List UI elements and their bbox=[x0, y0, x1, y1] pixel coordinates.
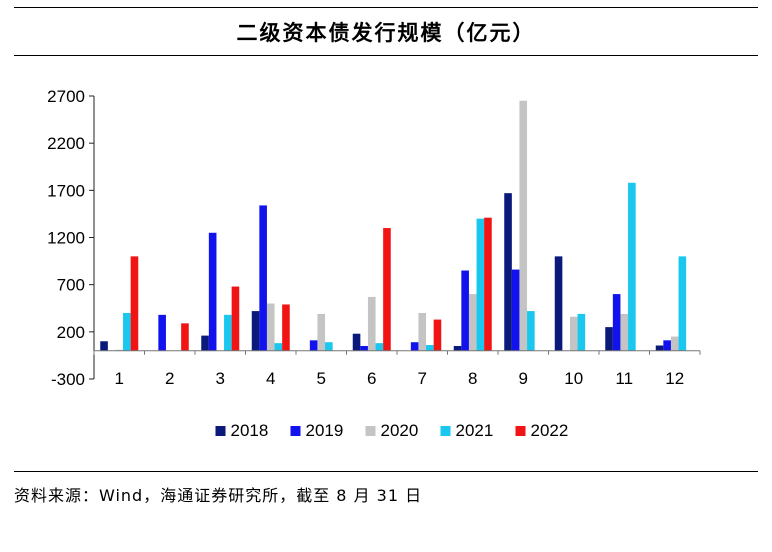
bar-2018-12 bbox=[655, 345, 664, 351]
y-tick-label: -300 bbox=[51, 370, 85, 389]
chart-title: 二级资本债发行规模（亿元） bbox=[236, 20, 536, 45]
legend-label-2021: 2021 bbox=[456, 421, 494, 440]
bar-2022-4 bbox=[282, 304, 290, 351]
chart-title-bar: 二级资本债发行规模（亿元） bbox=[14, 7, 758, 56]
source-note: 资料来源：Wind，海通证券研究所，截至 8 月 31 日 bbox=[14, 486, 423, 505]
bar-2021-8 bbox=[476, 218, 485, 351]
y-tick-label: 2200 bbox=[47, 134, 85, 153]
x-tick-label: 4 bbox=[266, 369, 275, 388]
bar-2021-10 bbox=[577, 313, 586, 351]
bar-2021-4 bbox=[274, 343, 283, 351]
legend-label-2019: 2019 bbox=[306, 421, 344, 440]
x-tick-label: 9 bbox=[519, 369, 528, 388]
bar-2022-3 bbox=[231, 286, 240, 351]
legend-label-2022: 2022 bbox=[531, 421, 569, 440]
bar-2022-1 bbox=[130, 256, 139, 351]
bar-2018-11 bbox=[605, 327, 613, 351]
bar-2021-5 bbox=[325, 342, 333, 351]
x-tick-label: 12 bbox=[665, 369, 684, 388]
bar-2018-3 bbox=[201, 335, 209, 351]
legend-swatch-2018 bbox=[215, 426, 226, 436]
bar-2019-12 bbox=[663, 340, 671, 351]
bar-2021-12 bbox=[678, 256, 687, 351]
x-tick-label: 8 bbox=[468, 369, 477, 388]
bar-2022-2 bbox=[181, 323, 189, 351]
legend-swatch-2022 bbox=[515, 426, 526, 436]
bar-2020-8 bbox=[468, 294, 477, 351]
bar-2019-6 bbox=[360, 345, 368, 351]
bar-2018-10 bbox=[554, 256, 563, 351]
bar-2019-4 bbox=[259, 205, 267, 351]
bar-2019-7 bbox=[410, 342, 419, 351]
bar-2019-3 bbox=[208, 232, 217, 351]
bar-2022-7 bbox=[433, 319, 442, 351]
legend-swatch-2020 bbox=[365, 426, 376, 436]
bar-2021-9 bbox=[527, 311, 535, 351]
legend-swatch-2021 bbox=[440, 426, 451, 436]
bar-2018-8 bbox=[453, 345, 462, 351]
x-tick-label: 10 bbox=[564, 369, 583, 388]
bar-2021-7 bbox=[426, 345, 434, 351]
bar-2020-11 bbox=[620, 313, 629, 351]
bar-2019-5 bbox=[309, 340, 318, 351]
bar-2019-8 bbox=[461, 270, 469, 351]
bar-2021-3 bbox=[224, 314, 232, 351]
y-tick-label: 700 bbox=[57, 276, 85, 295]
bar-2019-9 bbox=[511, 269, 520, 351]
bar-2020-5 bbox=[317, 313, 326, 351]
bar-2018-4 bbox=[251, 311, 260, 351]
bar-2020-10 bbox=[569, 316, 578, 351]
bar-2019-11 bbox=[612, 294, 621, 351]
y-tick-label: 200 bbox=[57, 323, 85, 342]
legend-label-2020: 2020 bbox=[381, 421, 419, 440]
bar-2018-1 bbox=[100, 341, 108, 351]
x-tick-label: 5 bbox=[317, 369, 326, 388]
bar-2018-9 bbox=[504, 193, 512, 351]
bar-2021-1 bbox=[123, 312, 131, 351]
bar-2020-9 bbox=[519, 100, 528, 351]
bar-2020-7 bbox=[418, 312, 427, 351]
bar-2020-6 bbox=[367, 296, 376, 351]
bar-2018-6 bbox=[352, 333, 361, 351]
bar-2022-8 bbox=[484, 217, 492, 351]
bar-2020-4 bbox=[266, 303, 275, 351]
x-tick-label: 3 bbox=[216, 369, 225, 388]
bar-2020-12 bbox=[670, 336, 679, 351]
x-tick-label: 1 bbox=[115, 369, 124, 388]
bar-2019-2 bbox=[158, 314, 166, 351]
y-tick-label: 1200 bbox=[47, 229, 85, 248]
legend-label-2018: 2018 bbox=[231, 421, 269, 440]
x-tick-label: 6 bbox=[367, 369, 376, 388]
x-tick-label: 7 bbox=[418, 369, 427, 388]
legend-swatch-2019 bbox=[290, 426, 301, 436]
y-tick-label: 2700 bbox=[47, 87, 85, 106]
bar-2022-6 bbox=[383, 228, 391, 351]
x-tick-label: 11 bbox=[615, 369, 633, 388]
chart-bottom-rule bbox=[14, 471, 758, 472]
x-tick-label: 2 bbox=[165, 369, 174, 388]
bar-2021-6 bbox=[375, 343, 384, 351]
y-tick-label: 1700 bbox=[47, 181, 85, 200]
bar-2021-11 bbox=[628, 182, 636, 351]
